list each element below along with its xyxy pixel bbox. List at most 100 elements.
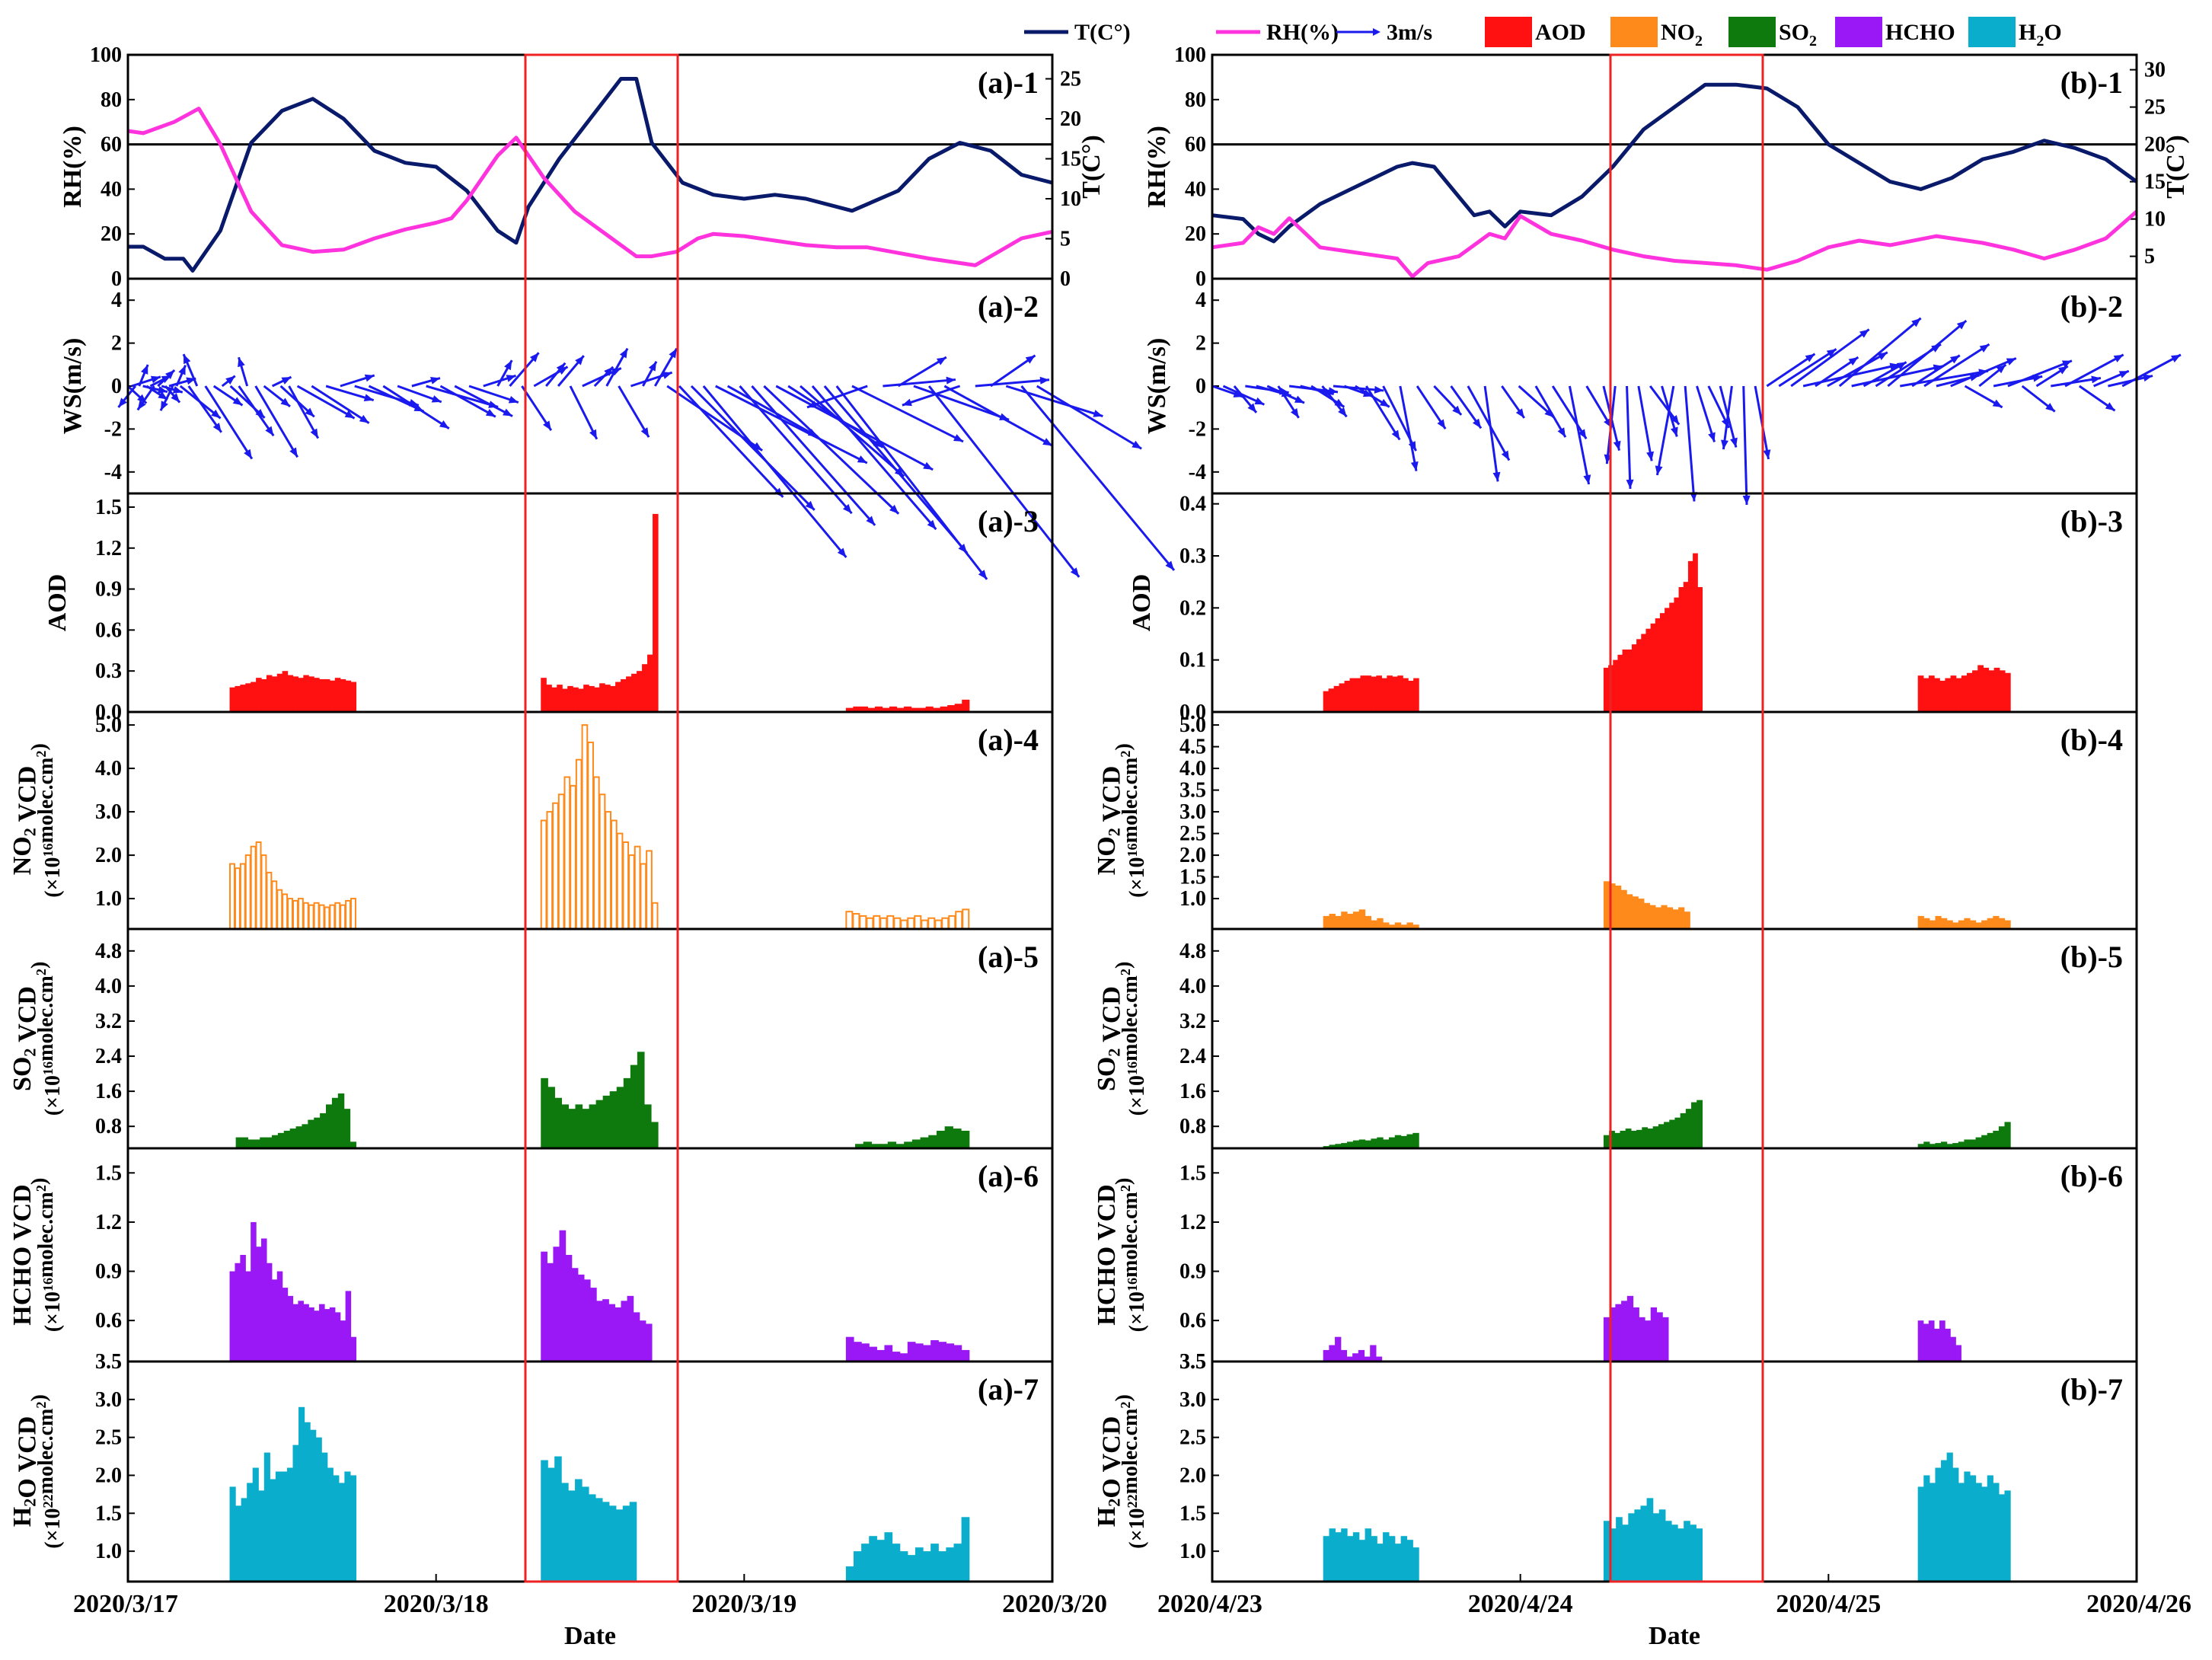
bar [582, 1486, 589, 1582]
bar [892, 1352, 901, 1362]
bar [860, 706, 869, 712]
bar [1945, 1328, 1951, 1362]
y-tick-label: 0.2 [1179, 596, 1206, 620]
bar [933, 707, 941, 712]
y-tick-label: 0.9 [95, 578, 122, 602]
bar [271, 880, 278, 931]
bar [1376, 675, 1382, 712]
bar [1693, 553, 1698, 712]
wind-vector-head [2118, 371, 2129, 378]
panel-frame [1211, 710, 2138, 931]
bar [1341, 1528, 1348, 1582]
wind-vector-head [2057, 366, 2068, 375]
y2-tick-label: 25 [2144, 96, 2166, 120]
wind-vector [902, 385, 961, 407]
bar [334, 1312, 341, 1362]
y-axis-unit-label: (×1016molec.cm2) [1112, 962, 1149, 1116]
bar [1672, 909, 1679, 929]
bar [557, 685, 563, 712]
bar [1639, 1317, 1645, 1362]
bar [310, 1429, 317, 1582]
panel-label: (b)-2 [2060, 289, 2123, 324]
wind-vector-head [556, 362, 566, 373]
x-tick-label: 2020/3/19 [691, 1590, 796, 1618]
wind-vector [618, 385, 650, 438]
y2-tick-label: 10 [2144, 208, 2166, 231]
panel-a-7: 1.0 1.5 2.0 2.5 3.0 H2O VCD(×1022molec.cm2) (a… [8, 1360, 1054, 1583]
bar [324, 906, 330, 930]
panel-label: (a)-7 [978, 1372, 1039, 1406]
bar [622, 1505, 630, 1582]
wind-vector-head [669, 348, 677, 359]
wind-vector-head [1992, 399, 2003, 407]
wind-vector-head [1670, 414, 1680, 425]
bar [1685, 1109, 1692, 1148]
y-tick-label: 2.5 [1179, 1426, 1206, 1450]
wind-vector-head [178, 365, 186, 375]
y-tick-label: 1.5 [1179, 1161, 1206, 1185]
y-axis-unit-label: (×1022molec.cm2) [1112, 1394, 1149, 1549]
bar [345, 899, 352, 930]
wind-vector-head [1626, 479, 1634, 489]
wind-vector-head [604, 366, 614, 376]
wind-vector-head [289, 447, 298, 458]
bar [855, 1144, 864, 1148]
bar [1917, 915, 1924, 929]
bar [599, 683, 605, 712]
bar [938, 1551, 946, 1582]
rh-series-line [1211, 209, 2138, 279]
bar [276, 1271, 283, 1362]
bar [626, 676, 632, 712]
bar [1945, 678, 1952, 712]
wind-vector [1534, 385, 1567, 438]
y-tick-label: 0.6 [95, 618, 122, 642]
panel-frame [1211, 927, 2138, 1150]
y-tick-label: 60 [101, 133, 122, 157]
bar [1961, 675, 1968, 712]
wind-vector-head [619, 348, 628, 359]
wind-vector [883, 378, 956, 388]
bar [1646, 1498, 1654, 1582]
bar [1678, 587, 1684, 712]
bar [879, 917, 888, 930]
bar [645, 1323, 653, 1362]
y-tick-label: 80 [1185, 88, 1206, 112]
bar [1998, 1494, 2006, 1582]
bar [640, 863, 647, 930]
wind-vector [1551, 385, 1588, 440]
bar [229, 687, 236, 712]
wind-vector-head [1132, 440, 1142, 449]
wind-vector-head [1763, 449, 1771, 459]
wind-vector [254, 385, 298, 458]
bar [287, 675, 294, 712]
y-tick-label: 4.8 [95, 940, 122, 963]
wind-vector [1911, 354, 1961, 388]
wind-vector-head [1613, 440, 1621, 451]
bar [944, 1126, 953, 1148]
wind-vector-head [1410, 461, 1419, 471]
bar [884, 1532, 893, 1582]
wind-vector [2121, 353, 2182, 388]
bar [1631, 644, 1637, 712]
bar [553, 1247, 560, 1362]
bar [941, 917, 950, 930]
bar [1941, 918, 1948, 929]
bar [1696, 1528, 1703, 1582]
bar [646, 850, 653, 931]
bar [561, 1483, 569, 1582]
bar [914, 1343, 924, 1362]
y-tick-label: 1.5 [1179, 866, 1206, 889]
bar [1626, 650, 1633, 712]
bar [1969, 1139, 1977, 1148]
wind-vector-head [806, 401, 817, 408]
bar [1329, 914, 1336, 929]
bar [562, 688, 568, 712]
wind-vector [1887, 319, 1968, 388]
bar [589, 1104, 597, 1148]
bar [615, 1509, 624, 1582]
highlight-box [1609, 53, 1764, 1583]
bar [1647, 1128, 1654, 1148]
bar [1952, 1467, 1959, 1582]
wind-vector-head [2006, 358, 2016, 366]
wind-vector-head [1501, 450, 1509, 461]
